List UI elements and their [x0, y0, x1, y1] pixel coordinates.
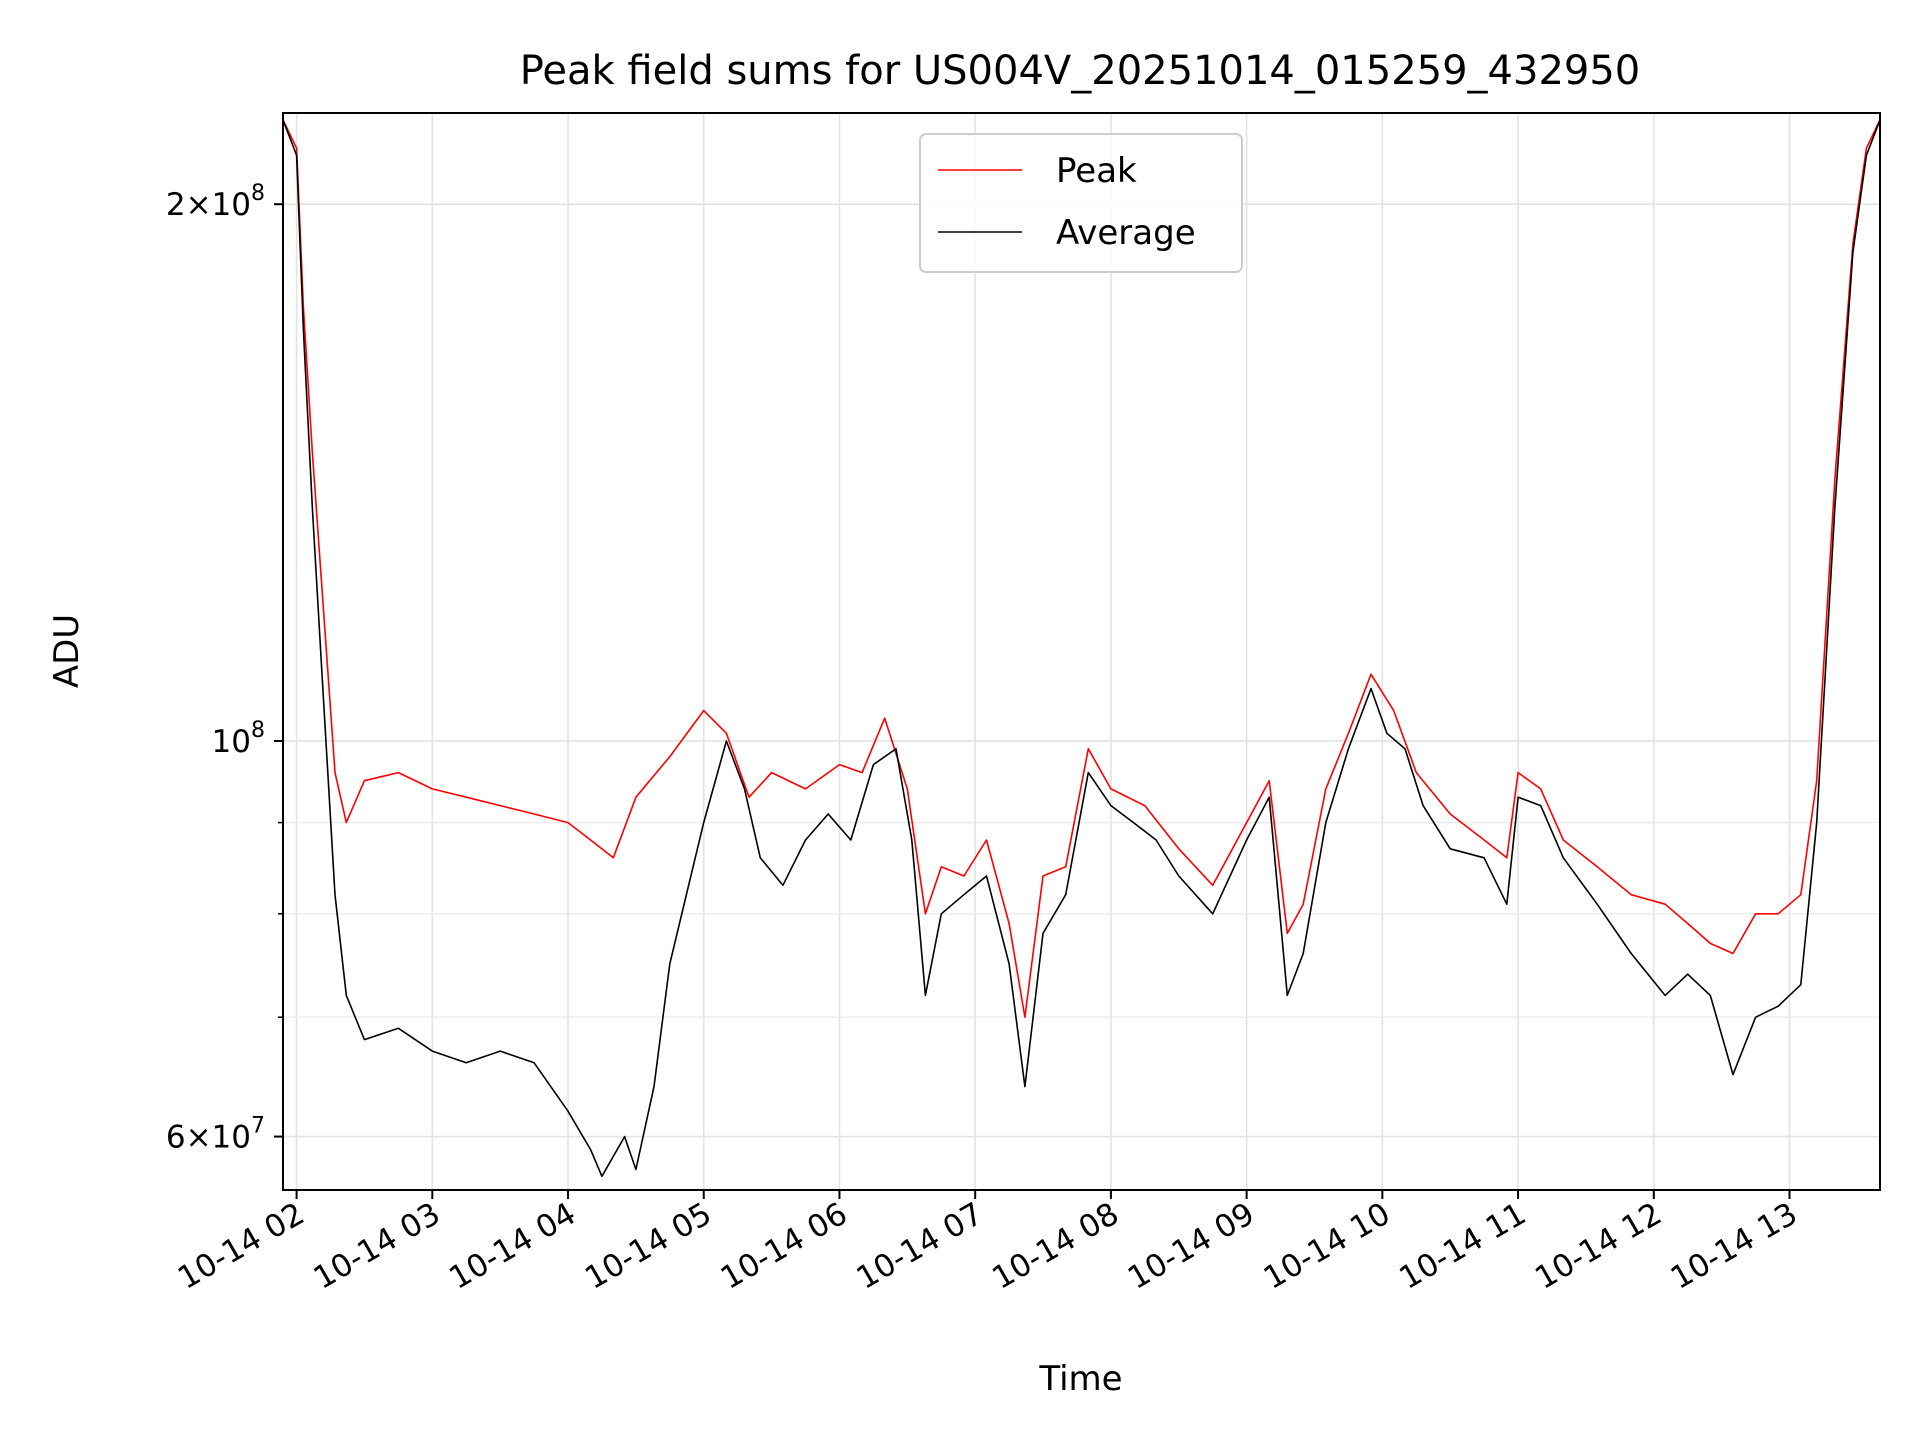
y-tick-label: 2×108 — [166, 181, 265, 223]
legend: Peak Average — [919, 133, 1243, 273]
chart-title: Peak field sums for US004V_20251014_0152… — [520, 48, 1641, 94]
legend-label-average: Average — [1056, 213, 1196, 253]
y-axis-label: ADU — [47, 614, 87, 688]
y-tick-exponent: 8 — [251, 181, 265, 206]
y-tick-label: 6×107 — [166, 1114, 265, 1156]
y-tick-label: 108 — [212, 718, 265, 760]
y-tick-mantissa: 6×10 — [166, 1120, 251, 1156]
series-line-average — [282, 119, 1881, 1178]
series-layer — [282, 119, 1881, 1178]
series-line-peak — [282, 119, 1881, 1019]
plot-frame — [282, 112, 1881, 1191]
x-axis-label: Time — [1038, 1359, 1122, 1399]
y-tick-exponent: 8 — [251, 718, 265, 743]
y-tick-exponent: 7 — [251, 1114, 265, 1139]
legend-label-peak: Peak — [1056, 151, 1137, 191]
legend-box — [919, 133, 1243, 273]
y-tick-mantissa: 10 — [212, 724, 251, 760]
y-tick-mantissa: 2×10 — [166, 187, 251, 223]
